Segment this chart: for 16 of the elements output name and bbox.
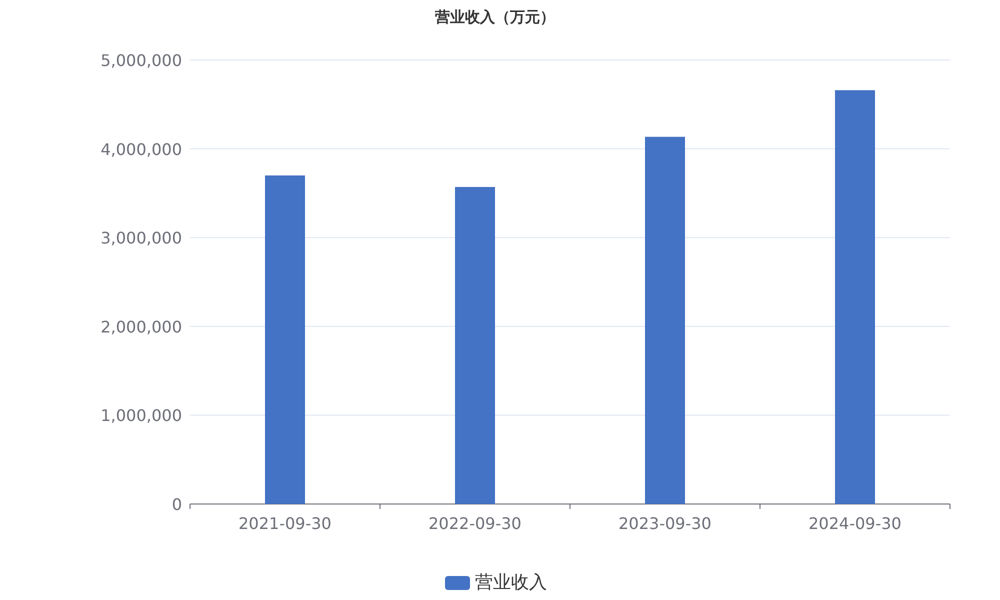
legend-label: 营业收入	[475, 572, 547, 593]
bar	[455, 186, 495, 504]
y-tick-label: 5,000,000	[100, 51, 182, 70]
x-tick-label: 2021-09-30	[238, 514, 332, 533]
bar	[645, 136, 685, 504]
bar	[835, 90, 875, 504]
y-tick-label: 2,000,000	[100, 317, 182, 336]
y-tick-label: 4,000,000	[100, 140, 182, 159]
y-tick-label: 0	[172, 495, 182, 514]
x-tick-label: 2023-09-30	[618, 514, 712, 533]
y-tick-label: 3,000,000	[100, 228, 182, 248]
chart-title: 营业收入（万元）	[434, 8, 555, 26]
x-tick-label: 2022-09-30	[428, 514, 522, 533]
bar	[265, 175, 305, 504]
x-tick-label: 2024-09-30	[808, 514, 902, 533]
y-tick-label: 1,000,000	[100, 406, 182, 426]
